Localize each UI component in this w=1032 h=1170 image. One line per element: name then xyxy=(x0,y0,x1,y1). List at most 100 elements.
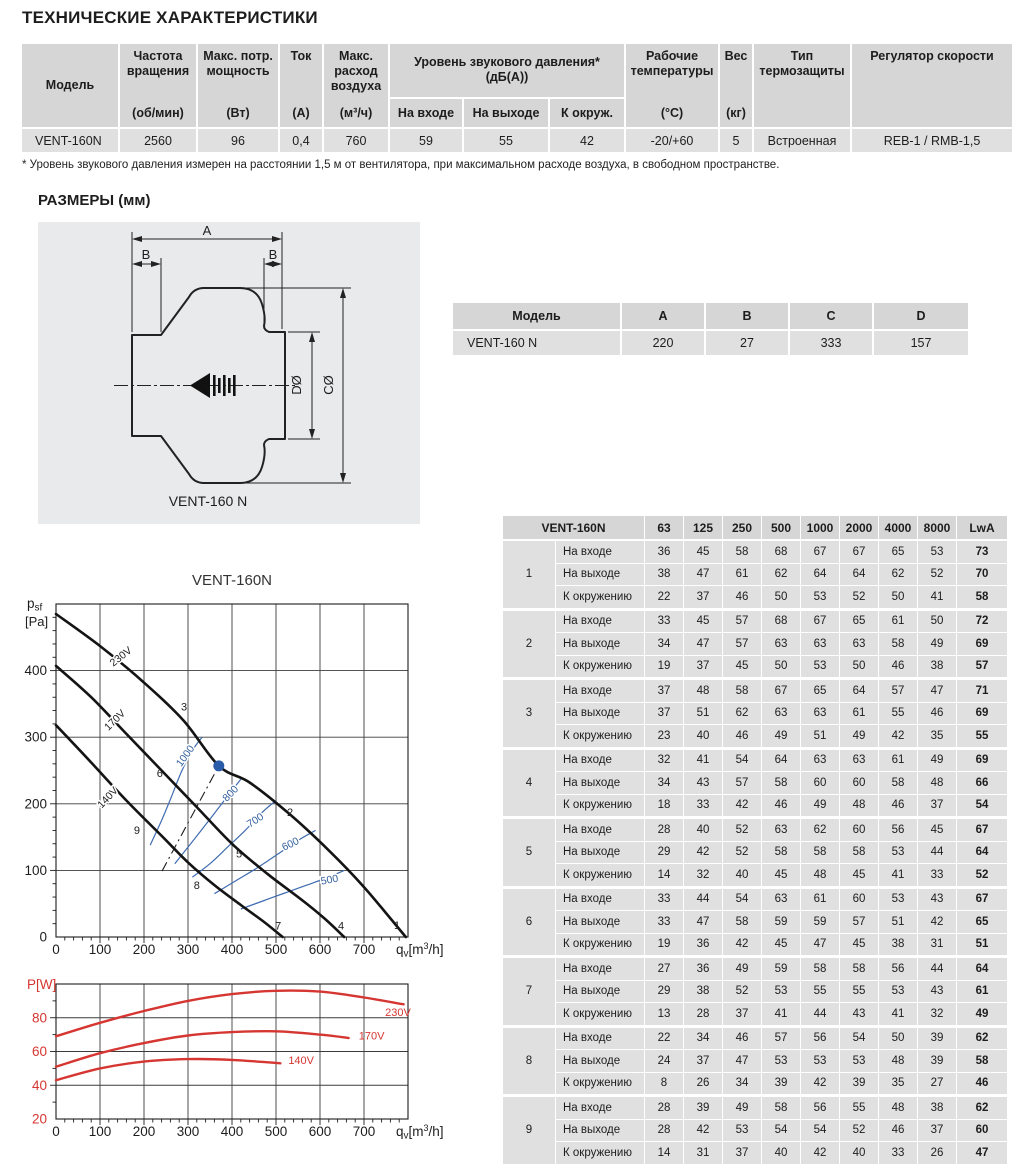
octave-value: 34 xyxy=(645,772,683,794)
octave-value: 40 xyxy=(684,725,722,747)
octave-value: 42 xyxy=(879,725,917,747)
octave-value: 34 xyxy=(645,633,683,655)
octave-value: 13 xyxy=(645,1003,683,1025)
dim-value-model: VENT-160 N xyxy=(453,331,620,355)
octave-value: 47 xyxy=(723,1050,761,1072)
operating-point-number: 9 xyxy=(134,825,140,837)
x-tick-label: 300 xyxy=(177,942,200,957)
octave-value: 53 xyxy=(879,888,917,910)
x-tick-label: 700 xyxy=(353,942,376,957)
dim-label-a: A xyxy=(203,223,212,238)
octave-value: 54 xyxy=(723,749,761,771)
spec-header-sound: Уровень звукового давления* (дБ(А)) xyxy=(390,44,624,97)
octave-value: 52 xyxy=(723,819,761,841)
octave-value: 62 xyxy=(762,563,800,585)
octave-value: 50 xyxy=(762,655,800,677)
octave-value: 50 xyxy=(879,586,917,608)
octave-value: 57 xyxy=(723,610,761,632)
x-tick-label: 0 xyxy=(52,942,60,957)
octave-value: 57 xyxy=(762,1027,800,1049)
octave-value: 48 xyxy=(684,680,722,702)
octave-value: 63 xyxy=(762,888,800,910)
octave-value: 53 xyxy=(879,841,917,863)
octave-value: 58 xyxy=(840,841,878,863)
octave-value: 62 xyxy=(879,563,917,585)
operating-point-number: 5 xyxy=(236,849,242,861)
octave-value: 58 xyxy=(723,680,761,702)
octave-value: 63 xyxy=(762,819,800,841)
rpm-curve-700 xyxy=(192,800,277,878)
freq-header-500: 500 xyxy=(762,516,800,539)
lwa-value: 61 xyxy=(957,980,1007,1002)
row-label: На выходе xyxy=(556,772,644,794)
row-label: К окружению xyxy=(556,933,644,955)
octave-value: 59 xyxy=(762,958,800,980)
octave-value: 37 xyxy=(723,1142,761,1164)
octave-value: 58 xyxy=(762,772,800,794)
octave-value: 36 xyxy=(684,933,722,955)
octave-value: 54 xyxy=(762,1119,800,1141)
spec-header-airflow: Макс. расход воздуха (м³/ч) xyxy=(324,44,388,127)
octave-value: 45 xyxy=(684,541,722,563)
point-number: 6 xyxy=(503,888,555,955)
row-label: На выходе xyxy=(556,563,644,585)
freq-header-8000: 8000 xyxy=(918,516,956,539)
axis-ticks xyxy=(50,1000,400,1125)
octave-value: 38 xyxy=(645,563,683,585)
octave-value: 37 xyxy=(645,702,683,724)
spec-header-speed: Частота вращения (об/мин) xyxy=(120,44,196,127)
octave-value: 37 xyxy=(723,1003,761,1025)
row-label: На выходе xyxy=(556,911,644,933)
octave-value: 37 xyxy=(684,1050,722,1072)
octave-value: 53 xyxy=(801,1050,839,1072)
freq-header-4000: 4000 xyxy=(879,516,917,539)
octave-value: 22 xyxy=(645,586,683,608)
octave-value: 63 xyxy=(801,702,839,724)
octave-value: 53 xyxy=(801,655,839,677)
acoustic-group-2: 2 На входе 33 45 57 68 67 65 61 50 72 На выходе 34 47… xyxy=(503,610,1007,677)
octave-value: 51 xyxy=(879,911,917,933)
lwa-value: 67 xyxy=(957,819,1007,841)
dim-label-d: DØ xyxy=(289,375,304,395)
octave-value: 37 xyxy=(918,794,956,816)
lwa-value: 69 xyxy=(957,749,1007,771)
octave-value: 41 xyxy=(918,586,956,608)
row-label: На входе xyxy=(556,958,644,980)
octave-value: 48 xyxy=(879,1050,917,1072)
octave-value: 44 xyxy=(918,958,956,980)
octave-value: 22 xyxy=(645,1027,683,1049)
operating-point-number: 1 xyxy=(394,920,400,932)
octave-value: 63 xyxy=(840,749,878,771)
octave-value: 68 xyxy=(762,610,800,632)
lwa-value: 52 xyxy=(957,864,1007,886)
octave-value: 65 xyxy=(840,610,878,632)
octave-value: 50 xyxy=(918,610,956,632)
row-label: К окружению xyxy=(556,655,644,677)
point-number: 2 xyxy=(503,610,555,677)
octave-value: 37 xyxy=(645,680,683,702)
rpm-curve-label: 1000 xyxy=(174,743,198,769)
lwa-value: 65 xyxy=(957,911,1007,933)
acoustic-header-row: VENT-160N 63 125 250 500 1000 2000 4000 8000 LwA xyxy=(503,516,1007,539)
octave-value: 51 xyxy=(684,702,722,724)
octave-value: 60 xyxy=(840,772,878,794)
octave-value: 41 xyxy=(762,1003,800,1025)
point-number: 7 xyxy=(503,958,555,1025)
spec-table: Модель Частота вращения (об/мин) Макс. по… xyxy=(22,44,1012,152)
octave-value: 63 xyxy=(840,633,878,655)
dim-value-b: 27 xyxy=(706,331,788,355)
y-tick-label: 40 xyxy=(32,1078,47,1093)
octave-value: 53 xyxy=(879,980,917,1002)
octave-value: 38 xyxy=(684,980,722,1002)
rpm-curve-label: 500 xyxy=(320,873,340,888)
freq-header-125: 125 xyxy=(684,516,722,539)
octave-value: 48 xyxy=(918,772,956,794)
octave-value: 42 xyxy=(918,911,956,933)
acoustic-group-8: 8 На входе 22 34 46 57 56 54 50 39 62 На выходе 24 37… xyxy=(503,1027,1007,1094)
octave-value: 58 xyxy=(840,958,878,980)
octave-value: 49 xyxy=(723,958,761,980)
octave-value: 39 xyxy=(918,1050,956,1072)
octave-value: 54 xyxy=(840,1027,878,1049)
octave-value: 57 xyxy=(723,772,761,794)
